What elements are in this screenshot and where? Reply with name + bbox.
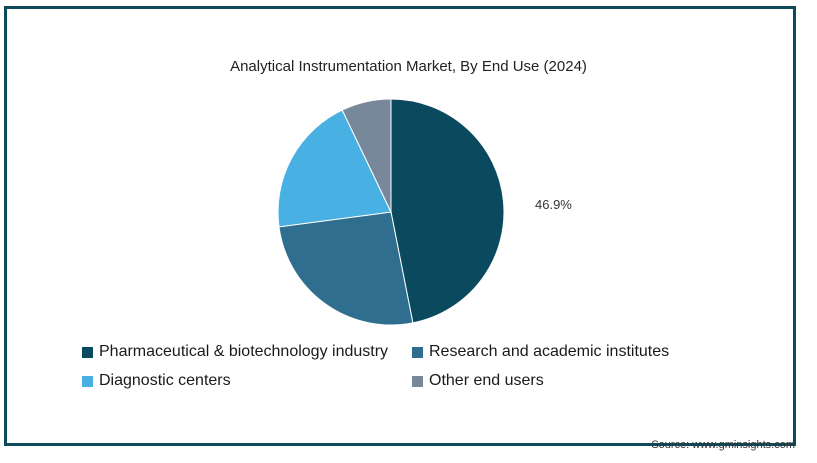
legend-swatch-pharma (82, 346, 93, 358)
pie-slice-research (278, 211, 414, 326)
source-note: Source: www.gminsights.com (651, 439, 795, 451)
chart-title: Analytical Instrumentation Market, By En… (230, 58, 587, 75)
legend-swatch-other (412, 375, 423, 387)
slice-data-label-pharma: 46.9% (535, 197, 572, 212)
legend-swatch-diagnostic (82, 375, 93, 387)
pie-chart (277, 98, 505, 326)
legend-label-pharma: Pharmaceutical & biotechnology industry (99, 343, 389, 360)
legend-item-diagnostic: Diagnostic centers (82, 372, 412, 390)
pie-slice-diagnostic (277, 109, 392, 228)
legend-item-research: Research and academic institutes (412, 343, 722, 361)
chart-legend: Pharmaceutical & biotechnology industry … (82, 343, 722, 390)
legend-label-diagnostic: Diagnostic centers (99, 372, 231, 389)
pie-slice-other (341, 98, 392, 213)
legend-label-other: Other end users (429, 372, 544, 389)
legend-item-pharma: Pharmaceutical & biotechnology industry (82, 343, 412, 361)
legend-swatch-research (412, 346, 423, 358)
legend-item-other: Other end users (412, 372, 722, 390)
legend-label-research: Research and academic institutes (429, 343, 670, 360)
pie-slice-pharma (390, 98, 505, 324)
